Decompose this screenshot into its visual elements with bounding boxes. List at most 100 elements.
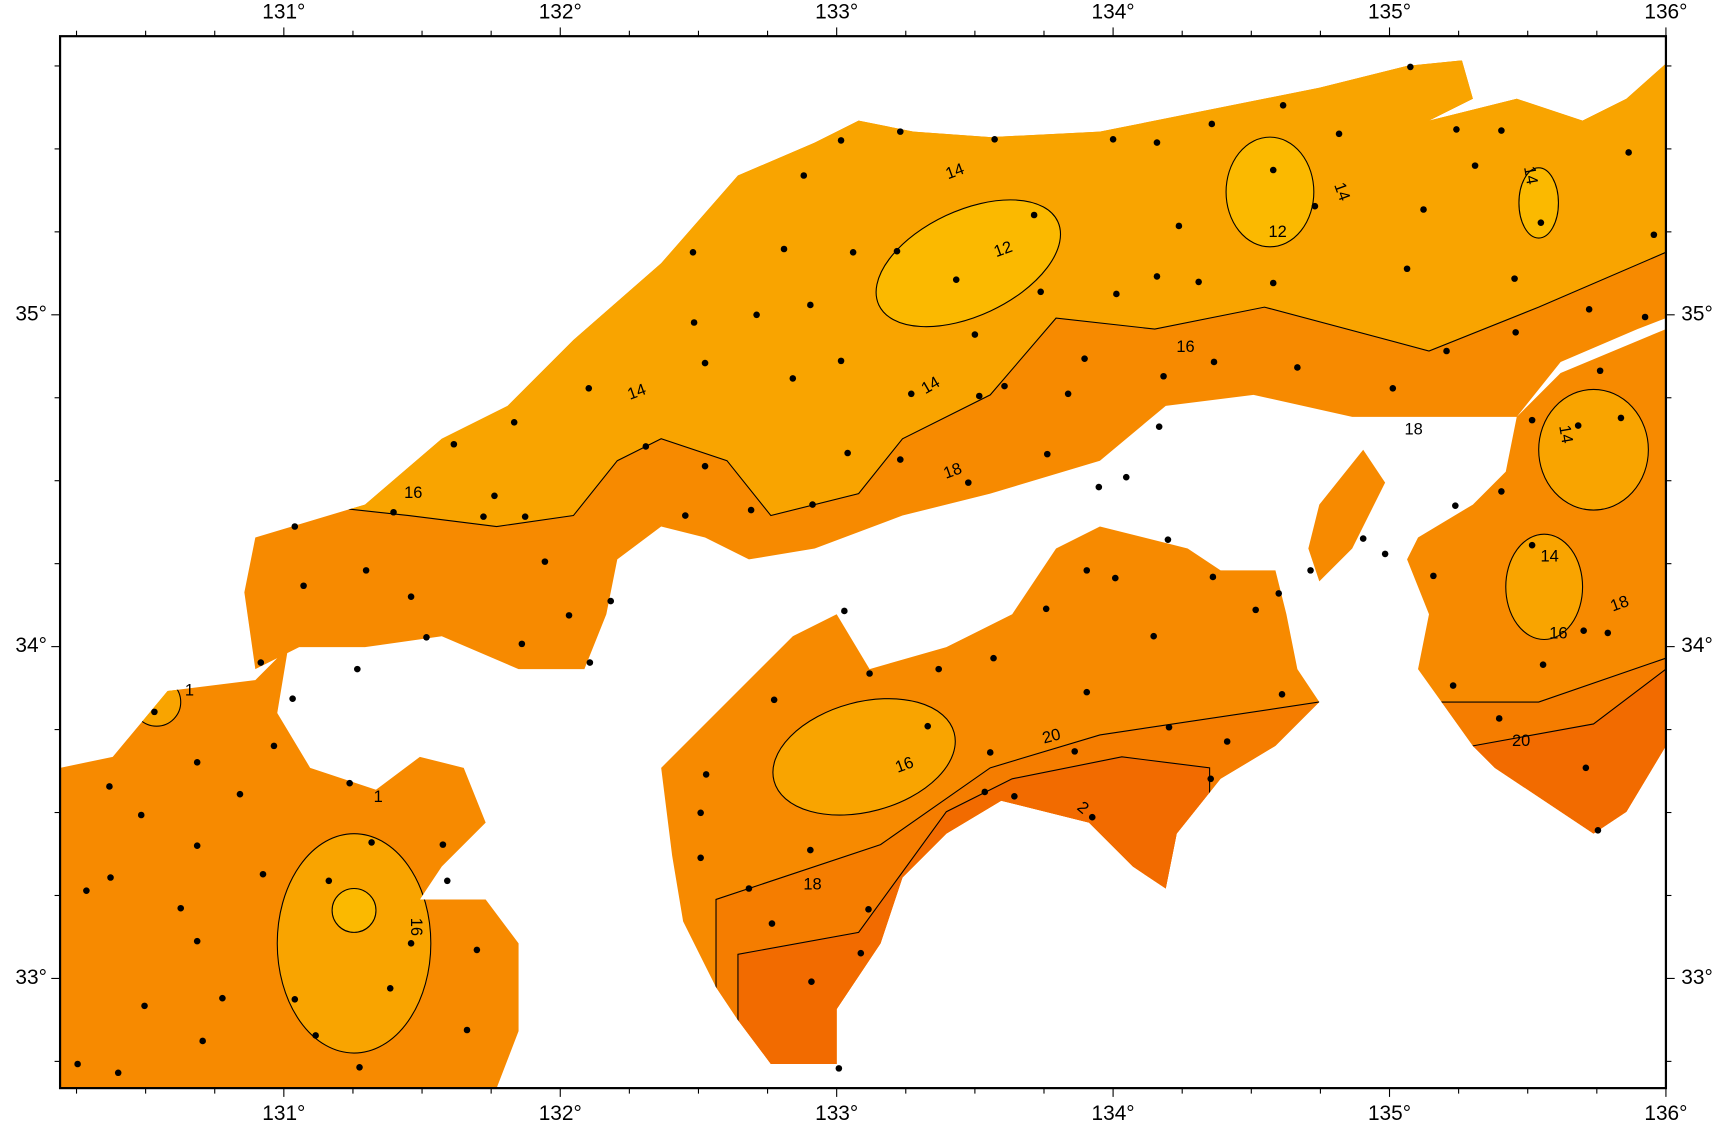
station <box>1449 682 1457 689</box>
station <box>800 172 808 179</box>
station <box>837 137 845 144</box>
station <box>701 359 709 367</box>
station <box>642 443 650 450</box>
station <box>1122 473 1130 481</box>
station <box>1512 329 1519 336</box>
station <box>1209 573 1217 581</box>
longitude-label: 131° <box>262 1 305 24</box>
station <box>300 582 307 590</box>
station <box>690 319 698 326</box>
contour-label: 12 <box>1268 223 1286 241</box>
station <box>807 301 814 309</box>
longitude-label: 131° <box>262 1102 305 1125</box>
station <box>521 513 529 520</box>
station <box>745 885 753 892</box>
station <box>844 449 851 457</box>
contour-label: 20 <box>1040 725 1062 747</box>
station <box>1252 606 1259 614</box>
station <box>835 1065 843 1072</box>
labels: 131° 132° 133° 134° 135° 136°131° 132° 133° 134°… <box>15 1 1712 1125</box>
station <box>1210 358 1218 366</box>
station <box>1528 541 1536 549</box>
station <box>607 597 615 605</box>
station <box>193 842 201 849</box>
station <box>1269 279 1277 287</box>
station <box>1650 231 1658 239</box>
station <box>990 654 997 662</box>
station <box>1088 813 1096 821</box>
station <box>473 946 481 954</box>
station <box>1153 273 1161 280</box>
station <box>1207 775 1215 783</box>
station <box>291 995 299 1003</box>
station <box>312 1032 319 1039</box>
station <box>236 790 244 798</box>
station <box>809 501 816 508</box>
station <box>1582 764 1590 772</box>
latitude-label: 34° <box>15 634 47 657</box>
station <box>897 128 904 135</box>
station <box>1617 414 1625 422</box>
station <box>935 665 942 673</box>
station <box>1403 265 1411 273</box>
station <box>1165 723 1173 731</box>
contour-label: 16 <box>407 918 425 936</box>
longitude-label: 135° <box>1368 1102 1411 1125</box>
station <box>747 506 755 514</box>
latitude-label: 34° <box>1681 634 1712 657</box>
station <box>1443 347 1450 355</box>
longitude-label: 132° <box>539 1 582 24</box>
station <box>1498 488 1505 495</box>
station <box>354 665 361 673</box>
station <box>346 779 353 787</box>
station <box>975 392 983 400</box>
latitude-label: 33° <box>1681 966 1712 989</box>
station <box>768 920 776 927</box>
station <box>1625 149 1632 156</box>
station <box>753 311 760 319</box>
contour-label: 1 <box>374 788 383 806</box>
station <box>849 248 857 256</box>
station <box>907 390 915 398</box>
station <box>971 331 979 338</box>
station <box>137 811 145 819</box>
stations <box>74 63 1658 1077</box>
station <box>151 708 158 716</box>
contour-label: 16 <box>1176 338 1194 356</box>
contour-label: 1 <box>185 681 194 699</box>
station <box>1278 691 1286 698</box>
contour-label: 18 <box>1608 592 1631 615</box>
contour-label: 20 <box>1512 732 1530 750</box>
station <box>1150 632 1157 640</box>
longitude-label: 133° <box>815 1102 858 1125</box>
contour-label: 14 <box>1541 548 1559 566</box>
station <box>701 462 709 470</box>
station <box>1011 793 1018 800</box>
station <box>1580 627 1587 635</box>
station <box>1311 202 1319 210</box>
station <box>423 634 430 641</box>
station <box>1095 483 1103 491</box>
station <box>325 877 333 885</box>
station <box>1594 827 1602 834</box>
station <box>1081 355 1088 362</box>
station <box>368 839 375 846</box>
station <box>141 1002 148 1010</box>
station <box>289 695 296 703</box>
station <box>491 492 498 500</box>
station <box>565 612 573 619</box>
station <box>443 877 451 885</box>
station <box>1030 211 1038 219</box>
station <box>74 1060 81 1068</box>
station <box>897 456 904 463</box>
station <box>1269 166 1277 174</box>
station <box>991 136 998 143</box>
station <box>780 245 788 253</box>
station <box>1294 364 1301 371</box>
station <box>1498 127 1505 134</box>
contour-label: 18 <box>1404 420 1422 438</box>
station <box>1109 136 1117 143</box>
station <box>463 1026 471 1034</box>
station <box>510 419 518 426</box>
longitude-label: 133° <box>815 1 858 24</box>
